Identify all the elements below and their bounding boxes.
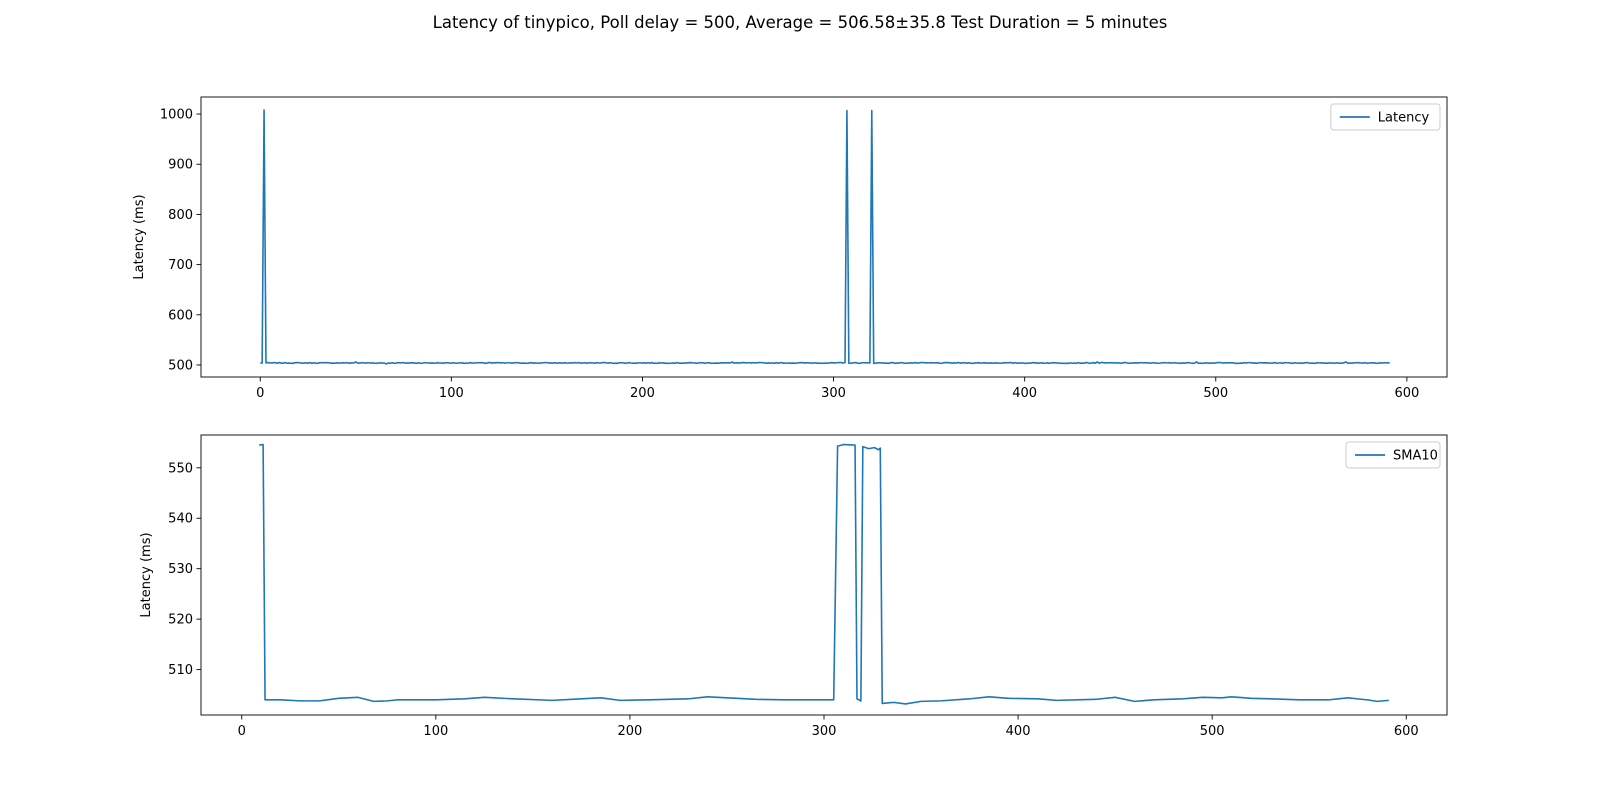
x-tick-label: 400 bbox=[1006, 724, 1031, 739]
figure-suptitle: Latency of tinypico, Poll delay = 500, A… bbox=[432, 13, 1168, 32]
x-tick-label: 0 bbox=[238, 724, 246, 739]
y-tick-label: 500 bbox=[168, 358, 193, 373]
y-tick-label: 540 bbox=[168, 512, 193, 527]
x-tick-label: 600 bbox=[1394, 724, 1419, 739]
legend-box bbox=[1345, 441, 1441, 469]
x-tick-label: 500 bbox=[1203, 386, 1228, 401]
legend-label: SMA10 bbox=[1393, 449, 1438, 464]
series-line-latency bbox=[260, 109, 1390, 365]
y-axis-label: Latency (ms) bbox=[132, 194, 147, 279]
legend-box bbox=[1330, 103, 1441, 131]
x-tick-label: 300 bbox=[821, 386, 846, 401]
y-axis-label: Latency (ms) bbox=[139, 532, 154, 617]
plot-area-frame bbox=[200, 96, 1448, 378]
y-tick-label: 530 bbox=[168, 562, 193, 577]
y-tick-label: 700 bbox=[168, 258, 193, 273]
x-tick-label: 200 bbox=[618, 724, 643, 739]
legend-label: Latency bbox=[1378, 111, 1430, 126]
x-tick-label: 200 bbox=[630, 386, 655, 401]
y-tick-label: 600 bbox=[168, 308, 193, 323]
x-tick-label: 500 bbox=[1200, 724, 1225, 739]
x-tick-label: 0 bbox=[256, 386, 264, 401]
y-tick-label: 520 bbox=[168, 613, 193, 628]
x-tick-label: 600 bbox=[1394, 386, 1419, 401]
sma10-chart-panel: 0 100 200 300 400 500 600 510 520 530 540 550 Latenc… bbox=[139, 434, 1448, 739]
y-tick-label: 1000 bbox=[160, 108, 193, 123]
series-line-sma10 bbox=[259, 443, 1389, 705]
x-tick-label: 400 bbox=[1012, 386, 1037, 401]
x-tick-label: 300 bbox=[812, 724, 837, 739]
y-tick-label: 800 bbox=[168, 208, 193, 223]
x-tick-label: 100 bbox=[439, 386, 464, 401]
x-tick-label: 100 bbox=[423, 724, 448, 739]
y-tick-label: 900 bbox=[168, 158, 193, 173]
plot-area-frame bbox=[200, 434, 1448, 716]
latency-chart-panel: 0 100 200 300 400 500 600 500 600 700 800 900 1000 La… bbox=[132, 96, 1448, 401]
y-tick-label: 510 bbox=[168, 663, 193, 678]
y-tick-label: 550 bbox=[168, 461, 193, 476]
